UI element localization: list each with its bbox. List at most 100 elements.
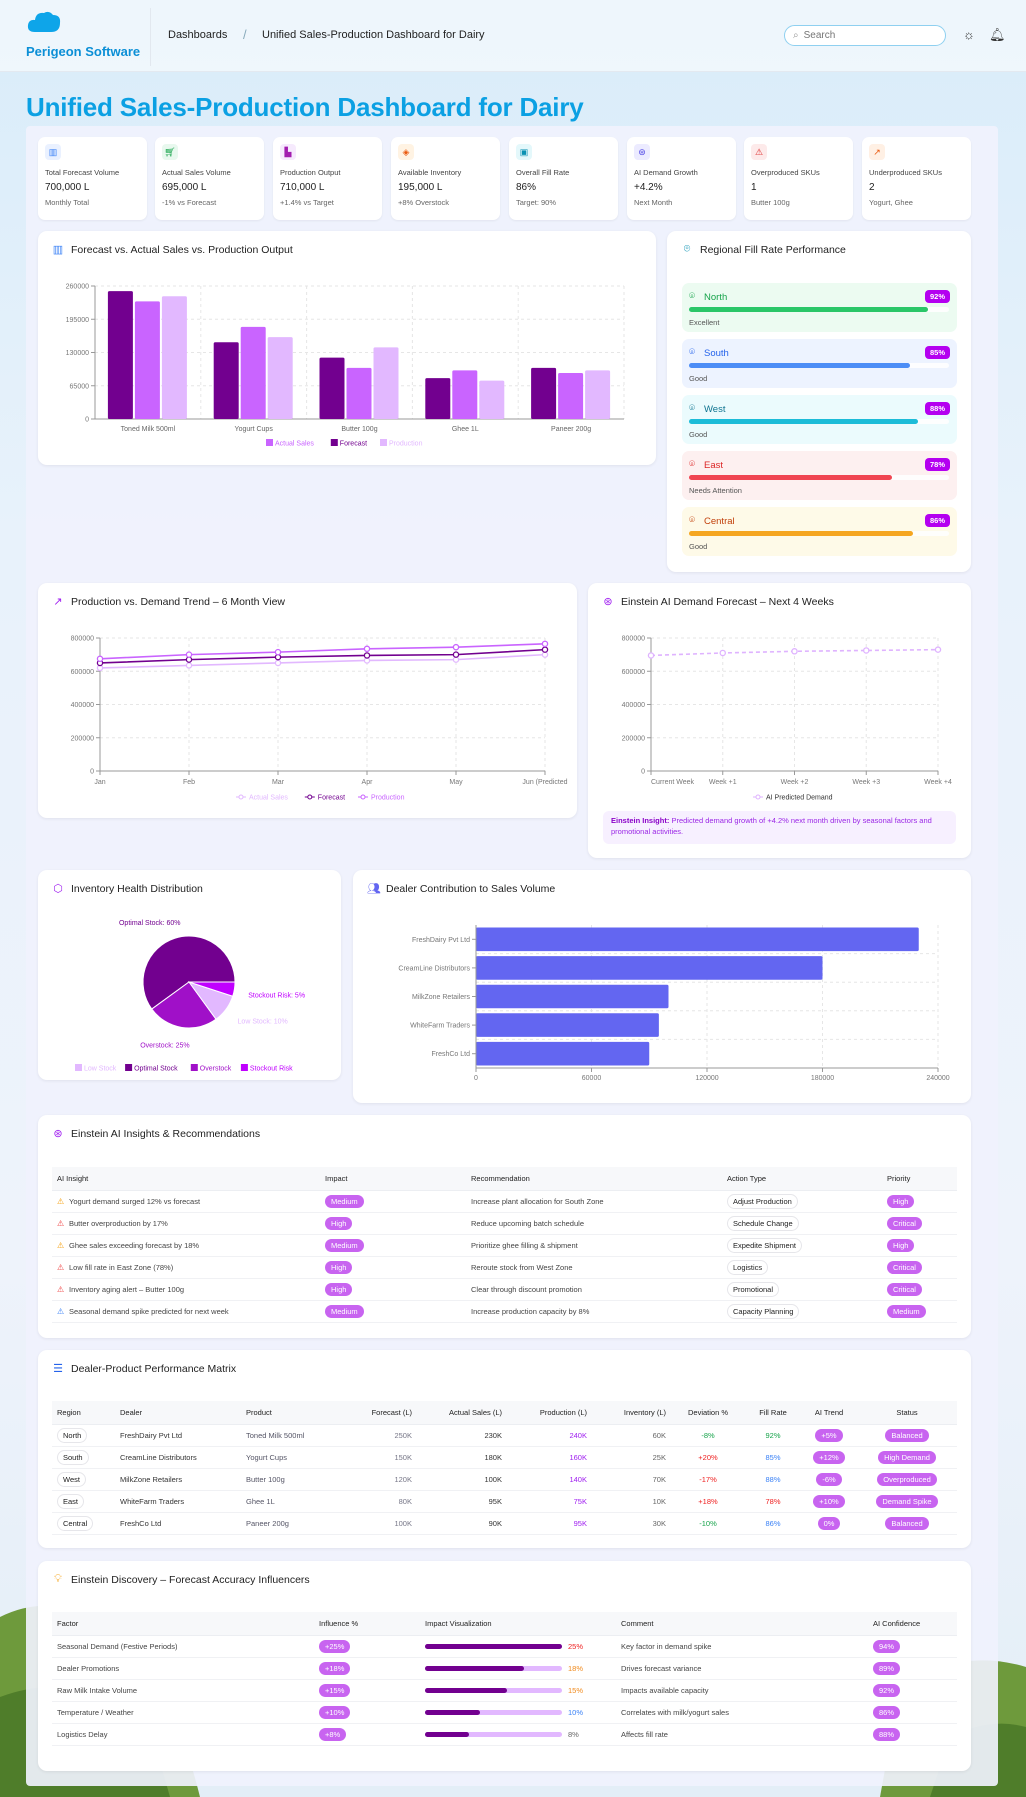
y-tick-label: 200000 — [71, 735, 94, 742]
card-title: Production vs. Demand Trend – 6 Month Vi… — [71, 595, 286, 608]
action-type-chip[interactable]: Expedite Shipment — [727, 1237, 802, 1253]
dealer-bar — [476, 956, 823, 980]
insight-text: Inventory aging alert – Butter 100g — [69, 1284, 185, 1294]
x-tick-label: Week +2 — [781, 779, 809, 786]
series-line — [99, 648, 546, 664]
x-tick-label: Week +3 — [852, 779, 880, 786]
table-cell: 86% — [745, 1512, 801, 1535]
column-header: Status — [857, 1401, 957, 1425]
impact-bar-fill — [425, 1687, 508, 1693]
pie-slice-stockout-risk — [188, 981, 236, 997]
fill-rate-value: 88% — [765, 1474, 781, 1484]
data-point — [363, 652, 371, 659]
bar-forecast — [213, 342, 239, 419]
search-box[interactable]: ⌕ — [784, 25, 946, 46]
data-point — [541, 646, 549, 653]
theme-toggle-sun-icon[interactable]: ☼ — [963, 27, 975, 42]
table-cell: Toned Milk 500ml — [241, 1424, 362, 1447]
table-header-row: Region Dealer Product Forecast (L) Actual Sa… — [52, 1401, 957, 1425]
table-cell: 230K — [417, 1424, 507, 1447]
kpi-card: ▥ Total Forecast Volume 700,000 L Monthly T… — [38, 137, 147, 220]
table-row[interactable]: North FreshDairy Pvt Ltd Toned Milk 500ml 2… — [52, 1424, 957, 1447]
action-type-chip[interactable]: Schedule Change — [727, 1215, 799, 1231]
action-type-chip[interactable]: Logistics — [727, 1259, 769, 1275]
table-cell: FreshDairy Pvt Ltd — [115, 1424, 241, 1447]
bar-production — [585, 370, 611, 419]
table-row[interactable]: ⚠ Yogurt demand surged 12% vs forecast Med… — [52, 1190, 957, 1213]
table-row[interactable]: West MilkZone Retailers Butter 100g 120K 100… — [52, 1468, 957, 1491]
table-row[interactable]: ⚠ Butter overproduction by 17% High Reduce … — [52, 1212, 957, 1235]
matrix-table: Region Dealer Product Forecast (L) Actual Sa… — [52, 1401, 957, 1535]
forecast-value: 150K — [394, 1452, 412, 1462]
table-cell: Balanced — [857, 1424, 957, 1447]
table-cell: High — [320, 1212, 466, 1235]
table-cell: +15% — [314, 1679, 420, 1702]
action-type-chip[interactable]: Capacity Planning — [727, 1303, 800, 1319]
kpi-label: Underproduced SKUs — [869, 168, 942, 177]
table-cell: Critical — [882, 1256, 957, 1279]
product-name: Yogurt Cups — [246, 1452, 288, 1462]
table-cell: +10% — [314, 1701, 420, 1724]
influence-badge: +15% — [319, 1683, 351, 1697]
dealer-bar — [476, 927, 919, 952]
box-icon: ⬡ — [53, 883, 63, 895]
impact-badge: High — [325, 1216, 353, 1230]
map-pin-icon: ⌾ — [689, 515, 695, 526]
lightbulb-icon: 💡︎ — [54, 1573, 62, 1585]
table-row[interactable]: Central FreshCo Ltd Paneer 200g 100K 90K 95K 3… — [52, 1512, 957, 1535]
table-cell: 80K — [362, 1490, 417, 1513]
warning-triangle-icon: ⚠ — [57, 1218, 65, 1228]
bar-forecast — [319, 357, 345, 419]
table-row[interactable]: East WhiteFarm Traders Ghee 1L 80K 95K 75K 10K… — [52, 1490, 957, 1513]
table-row[interactable]: South CreamLine Distributors Yogurt Cups 15… — [52, 1446, 957, 1469]
action-type-chip[interactable]: Promotional — [727, 1281, 780, 1297]
inventory-value: 60K — [652, 1430, 666, 1440]
kpi-card: 🛒︎ Actual Sales Volume 695,000 L -1% vs For… — [155, 137, 264, 220]
kpi-value: 700,000 L — [45, 182, 90, 193]
search-input[interactable] — [803, 30, 924, 41]
table-cell: WhiteFarm Traders — [115, 1490, 241, 1513]
data-point — [452, 643, 460, 651]
table-row[interactable]: ⚠ Seasonal demand spike predicted for nex… — [52, 1300, 957, 1323]
table-cell: North — [52, 1424, 115, 1447]
notifications-bell-icon[interactable]: 🔔︎ — [989, 27, 1006, 42]
grouped-bar-chart: 0 65000 130000 195000 260000 Toned Milk 500ml… — [66, 284, 625, 448]
map-pin-icon: ⌾ — [689, 347, 695, 358]
table-header-row: AI Insight Impact Recommendation Action Typ… — [52, 1167, 957, 1191]
table-cell: Reroute stock from West Zone — [466, 1256, 722, 1279]
y-tick-label: WhiteFarm Traders — [410, 1023, 470, 1030]
action-type-chip[interactable]: Adjust Production — [727, 1193, 798, 1209]
deviation-value: +20% — [698, 1452, 718, 1462]
y-tick-label: 400000 — [622, 702, 645, 709]
table-cell: ⚠ Low fill rate in East Zone (78%) — [52, 1256, 320, 1279]
kpi-value: 710,000 L — [280, 182, 325, 193]
data-point — [452, 651, 460, 658]
dealer-name: CreamLine Distributors — [120, 1452, 197, 1462]
table-row[interactable]: ⚠ Inventory aging alert – Butter 100g High… — [52, 1278, 957, 1301]
warning-triangle-icon: ⚠ — [57, 1306, 65, 1316]
table-row[interactable]: ⚠ Low fill rate in East Zone (78%) High Rer… — [52, 1256, 957, 1279]
impact-bar-fill — [425, 1665, 524, 1671]
impact-percent: 8% — [568, 1729, 579, 1739]
table-cell: -17% — [671, 1468, 745, 1491]
y-tick-label: 130000 — [66, 350, 89, 357]
impact-percent: 15% — [568, 1685, 584, 1695]
brain-icon: ⊛ — [634, 144, 650, 160]
table-cell: Affects fill rate — [616, 1723, 868, 1746]
warning-triangle-icon: ⚠ — [57, 1284, 65, 1294]
table-cell: 95K — [417, 1490, 507, 1513]
y-tick-label: CreamLine Distributors — [398, 965, 470, 972]
status-badge: Overproduced — [877, 1472, 937, 1486]
table-cell: 88% — [868, 1723, 957, 1746]
table-cell: Schedule Change — [722, 1212, 882, 1235]
x-tick-label: 240000 — [926, 1075, 949, 1082]
y-tick-label: MilkZone Retailers — [412, 994, 470, 1001]
legend-label: Overstock — [200, 1066, 232, 1073]
column-header: Impact — [320, 1167, 466, 1191]
series-line — [99, 643, 546, 660]
table-row[interactable]: ⚠ Ghee sales exceeding forecast by 18% Med… — [52, 1234, 957, 1257]
impact-percent: 10% — [568, 1707, 584, 1717]
y-tick-label: FreshCo Ltd — [431, 1051, 470, 1058]
impact-bar-fill — [425, 1643, 562, 1649]
breadcrumb-dashboards[interactable]: Dashboards — [168, 29, 228, 41]
